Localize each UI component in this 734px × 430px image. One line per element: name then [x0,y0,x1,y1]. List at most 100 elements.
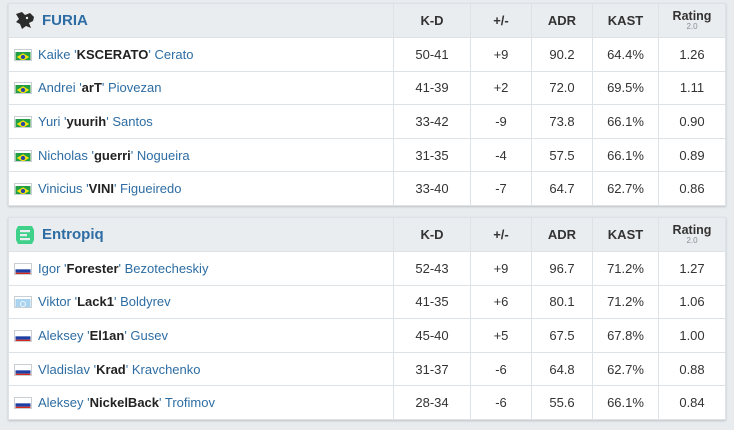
player-last-name: Piovezan [108,80,162,96]
player-nickname: Forester [66,260,119,276]
table-header-row: FURIA K-D +/- ADR KAST Rating 2.0 [8,3,726,38]
kd-value: 31-37 [393,351,471,387]
column-header-plusminus: +/- [470,3,532,38]
team-header: FURIA [8,3,394,38]
player-nickname: arT [81,80,102,96]
player-first-name: Andrei [38,80,76,96]
team-header: Entropiq [8,217,394,252]
adr-value: 80.1 [531,284,593,320]
player-last-name: Figueiredo [120,181,182,197]
adr-value: 64.7 [531,171,593,206]
russia-flag-icon [14,329,32,342]
kd-value: 41-35 [393,284,471,320]
player-first-name: Kaike [38,46,71,62]
column-header-kast: KAST [592,217,659,252]
adr-value: 90.2 [531,37,593,72]
rating-value: 1.26 [658,37,726,72]
column-header-kd: K-D [393,3,471,38]
column-header-rating: Rating 2.0 [658,3,726,38]
player-first-name: Yuri [38,113,61,129]
rating-version: 2.0 [686,22,698,31]
player-link[interactable]: Vladislav 'Krad' Kravchenko [8,351,394,387]
kd-value: 31-35 [393,137,471,173]
player-nickname: Krad [96,361,126,377]
brazil-flag-icon [14,48,32,61]
rating-value: 1.11 [658,70,726,106]
player-link[interactable]: Nicholas 'guerri' Nogueira [8,137,394,173]
adr-value: 73.8 [531,104,593,139]
player-last-name: Bezotecheskiy [124,260,209,276]
plusminus-value: -4 [470,137,532,173]
player-last-name: Boldyrev [120,294,171,310]
table-row: Yuri 'yuurih' Santos 33-42 -9 73.8 66.1%… [8,104,726,139]
brazil-flag-icon [14,115,32,128]
kast-value: 67.8% [592,318,659,353]
player-nickname: guerri [93,147,131,163]
player-first-name: Vladislav [38,361,91,377]
kast-value: 66.1% [592,104,659,139]
player-last-name: Cerato [154,46,194,62]
table-row: Vladislav 'Krad' Kravchenko 31-37 -6 64.… [8,351,726,387]
furia-panther-icon [14,10,36,32]
rating-value: 0.89 [658,137,726,173]
player-last-name: Nogueira [136,147,190,163]
rating-version: 2.0 [686,236,698,245]
kast-value: 71.2% [592,251,659,286]
adr-value: 96.7 [531,251,593,286]
player-link[interactable]: Kaike 'KSCERATO' Cerato [8,37,394,72]
table-row: Kaike 'KSCERATO' Cerato 50-41 +9 90.2 64… [8,37,726,72]
table-row: Nicholas 'guerri' Nogueira 31-35 -4 57.5… [8,137,726,173]
team-scoreboard-furia: FURIA K-D +/- ADR KAST Rating 2.0 Kaike … [8,3,726,206]
player-link[interactable]: Igor 'Forester' Bezotecheskiy [8,251,394,286]
russia-flag-icon [14,262,32,275]
kd-value: 52-43 [393,251,471,286]
player-nickname: KSCERATO [76,46,149,62]
player-last-name: Kravchenko [131,361,201,377]
kd-value: 41-39 [393,70,471,106]
kast-value: 66.1% [592,385,659,420]
adr-value: 57.5 [531,137,593,173]
kast-value: 62.7% [592,351,659,387]
kast-value: 66.1% [592,137,659,173]
plusminus-value: -7 [470,171,532,206]
kast-value: 62.7% [592,171,659,206]
rating-value: 0.88 [658,351,726,387]
rating-value: 0.90 [658,104,726,139]
team-name-link[interactable]: Entropiq [42,226,104,243]
team-name-link[interactable]: FURIA [42,12,88,29]
player-link[interactable]: Viktor 'Lack1' Boldyrev [8,284,394,320]
table-row: Aleksey 'El1an' Gusev 45-40 +5 67.5 67.8… [8,318,726,353]
russia-flag-icon [14,397,32,410]
entropiq-logo-icon [14,224,36,246]
player-link[interactable]: Vinicius 'VINI' Figueiredo [8,171,394,206]
player-link[interactable]: Aleksey 'NickelBack' Trofimov [8,385,394,420]
brazil-flag-icon [14,149,32,162]
player-last-name: Santos [112,113,153,129]
table-row: Igor 'Forester' Bezotecheskiy 52-43 +9 9… [8,251,726,286]
plusminus-value: +2 [470,70,532,106]
column-header-kast: KAST [592,3,659,38]
table-header-row: Entropiq K-D +/- ADR KAST Rating 2.0 [8,217,726,252]
adr-value: 64.8 [531,351,593,387]
plusminus-value: +6 [470,284,532,320]
rating-label: Rating [672,223,712,237]
player-last-name: Gusev [130,327,168,343]
plusminus-value: +9 [470,251,532,286]
rating-value: 0.84 [658,385,726,420]
player-link[interactable]: Aleksey 'El1an' Gusev [8,318,394,353]
player-first-name: Aleksey [38,327,84,343]
player-link[interactable]: Yuri 'yuurih' Santos [8,104,394,139]
table-row: Viktor 'Lack1' Boldyrev 41-35 +6 80.1 71… [8,284,726,320]
russia-flag-icon [14,363,32,376]
player-nickname: yuurih [66,113,107,129]
column-header-rating: Rating 2.0 [658,217,726,252]
rating-label: Rating [672,9,712,23]
brazil-flag-icon [14,82,32,95]
kast-value: 71.2% [592,284,659,320]
rating-value: 0.86 [658,171,726,206]
kd-value: 33-42 [393,104,471,139]
column-header-adr: ADR [531,217,593,252]
player-link[interactable]: Andrei 'arT' Piovezan [8,70,394,106]
cis-flag-icon [14,296,32,309]
player-nickname: NickelBack [89,395,160,411]
